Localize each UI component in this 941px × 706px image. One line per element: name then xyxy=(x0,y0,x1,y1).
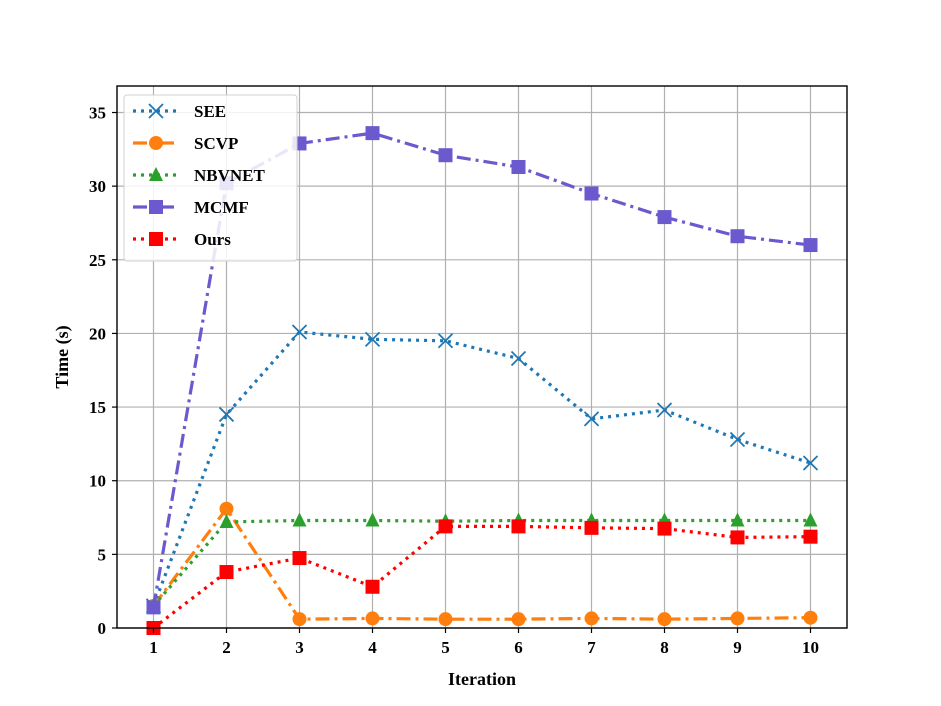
x-tick-label: 4 xyxy=(368,638,377,657)
data-point-see xyxy=(583,411,600,427)
legend-marker-nbvnet xyxy=(149,167,163,181)
data-point-mcmf xyxy=(511,160,526,175)
y-tick-label: 10 xyxy=(89,472,106,491)
data-point-mcmf xyxy=(584,186,599,201)
axis-ticks: 1 2 3 4 5 6 7 8 9 10 0 5 10 15 20 25 30 35 xyxy=(89,104,819,657)
legend-box xyxy=(123,94,298,262)
data-point-ours xyxy=(511,519,526,534)
data-point-see xyxy=(510,350,527,367)
data-point-nbvnet xyxy=(730,512,745,527)
x-axis-title: Iteration xyxy=(448,669,516,689)
data-point-ours xyxy=(438,519,453,534)
series-line-nbvnet xyxy=(152,518,811,607)
data-point-see xyxy=(437,333,454,349)
y-axis-title: Time (s) xyxy=(52,325,73,388)
data-point-see xyxy=(656,402,673,418)
data-point-mcmf xyxy=(657,210,672,225)
legend-marker-ours xyxy=(149,232,163,246)
legend-entry-nbvnet: NBVNET xyxy=(133,166,266,185)
series-scvp xyxy=(146,501,818,627)
data-point-nbvnet xyxy=(365,512,380,527)
y-tick-label: 15 xyxy=(89,398,106,417)
data-point-nbvnet xyxy=(803,512,818,527)
legend-entry-see: SEE xyxy=(133,102,226,121)
legend-entry-scvp: SCVP xyxy=(133,134,238,153)
data-point-mcmf xyxy=(146,600,161,615)
data-point-nbvnet xyxy=(219,513,234,528)
x-tick-label: 6 xyxy=(514,638,523,657)
data-point-ours xyxy=(803,529,818,544)
data-point-see xyxy=(802,455,819,471)
data-point-ours xyxy=(584,520,599,535)
legend-label-see: SEE xyxy=(194,102,226,121)
y-tick-label: 30 xyxy=(89,177,106,196)
legend-label-nbvnet: NBVNET xyxy=(194,166,266,185)
data-point-scvp xyxy=(803,610,818,625)
y-tick-label: 35 xyxy=(89,104,106,123)
data-point-mcmf xyxy=(803,238,818,253)
data-point-ours xyxy=(219,565,234,580)
data-point-ours xyxy=(365,579,380,594)
data-point-see xyxy=(729,431,746,448)
y-tick-label: 5 xyxy=(98,545,107,564)
data-point-scvp xyxy=(365,611,380,626)
legend-marker-scvp xyxy=(149,136,163,150)
data-point-see xyxy=(291,324,308,340)
data-point-mcmf xyxy=(730,229,745,244)
legend-marker-see xyxy=(148,103,164,119)
data-point-ours xyxy=(730,530,745,545)
y-tick-label: 0 xyxy=(98,619,107,638)
data-point-scvp xyxy=(219,501,234,516)
x-tick-label: 9 xyxy=(733,638,742,657)
legend-marker-mcmf xyxy=(149,200,163,214)
legend-entry-mcmf: MCMF xyxy=(133,198,249,217)
series-line-see xyxy=(152,330,811,607)
plot-frame xyxy=(116,85,848,629)
data-point-scvp xyxy=(584,611,599,626)
series-line-ours xyxy=(152,524,811,630)
data-point-scvp xyxy=(657,612,672,627)
x-tick-label: 8 xyxy=(660,638,669,657)
x-tick-label: 10 xyxy=(802,638,819,657)
x-tick-label: 2 xyxy=(222,638,231,657)
legend-label-ours: Ours xyxy=(194,230,231,249)
y-tick-label: 25 xyxy=(89,251,106,270)
series-line-scvp xyxy=(152,507,811,621)
x-tick-label: 3 xyxy=(295,638,304,657)
legend-label-mcmf: MCMF xyxy=(194,198,249,217)
data-point-see xyxy=(218,406,235,423)
data-point-mcmf xyxy=(438,148,453,163)
data-point-scvp xyxy=(730,611,745,626)
data-point-scvp xyxy=(292,612,307,627)
legend-label-scvp: SCVP xyxy=(194,134,238,153)
x-tick-label: 7 xyxy=(587,638,596,657)
x-tick-label: 5 xyxy=(441,638,450,657)
y-tick-label: 20 xyxy=(89,324,106,343)
legend-entry-ours: Ours xyxy=(133,230,231,249)
data-point-ours xyxy=(657,521,672,536)
data-point-ours xyxy=(292,551,307,566)
legend: SEE SCVP NBVNET MCMF Ours xyxy=(123,94,298,262)
data-point-scvp xyxy=(438,612,453,627)
data-point-see xyxy=(364,331,381,347)
x-tick-label: 1 xyxy=(149,638,158,657)
data-point-scvp xyxy=(511,612,526,627)
data-point-nbvnet xyxy=(292,512,307,527)
series-ours xyxy=(146,519,818,635)
data-point-mcmf xyxy=(365,126,380,141)
